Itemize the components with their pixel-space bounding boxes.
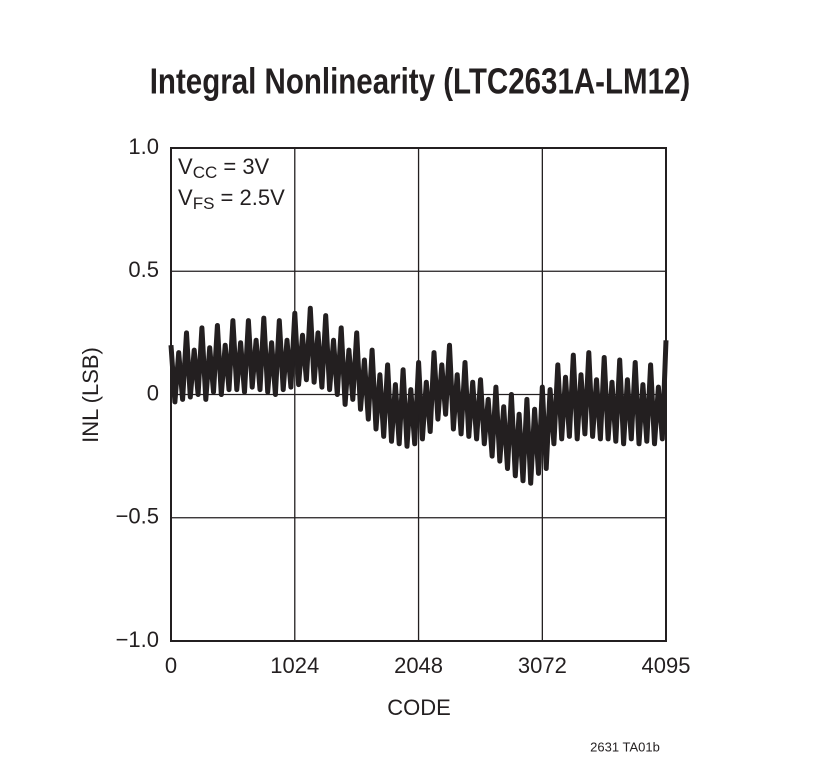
annotation-rest: = 2.5V — [214, 185, 285, 210]
y-tick-label: 0.5 — [128, 257, 159, 282]
annotation-sub: FS — [193, 194, 215, 213]
x-axis-label: CODE — [387, 695, 451, 720]
annotation-main: V — [178, 154, 193, 179]
annotation-sub: CC — [193, 163, 218, 182]
chart-title: Integral Nonlinearity (LTC2631A-LM12) — [150, 61, 691, 101]
y-tick-label: 1.0 — [128, 134, 159, 159]
plot-frame — [170, 147, 667, 642]
y-tick-label: 0 — [147, 380, 159, 405]
x-tick-label: 1024 — [270, 653, 319, 678]
footnote: 2631 TA01b — [590, 739, 660, 754]
annotation-rest: = 3V — [217, 154, 269, 179]
y-axis-label: INL (LSB) — [78, 347, 103, 443]
y-tick-label: −0.5 — [116, 504, 159, 529]
x-tick-label: 2048 — [394, 653, 443, 678]
x-tick-label: 0 — [165, 653, 177, 678]
y-tick-label: −1.0 — [116, 627, 159, 652]
data-line — [168, 305, 669, 486]
x-tick-label: 3072 — [518, 653, 567, 678]
annotation: VCC = 3V — [178, 154, 270, 183]
annotation-main: V — [178, 185, 193, 210]
annotation: VFS = 2.5V — [178, 185, 285, 214]
x-tick-label: 4095 — [642, 653, 691, 678]
